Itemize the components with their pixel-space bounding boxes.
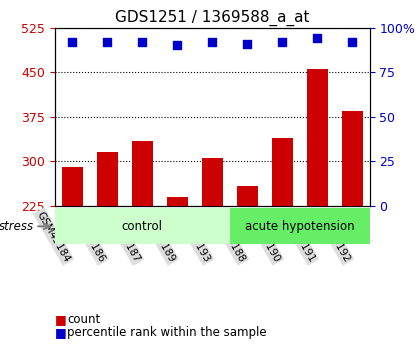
Text: GSM45186: GSM45186	[70, 209, 107, 264]
Text: stress: stress	[0, 220, 34, 233]
Title: GDS1251 / 1369588_a_at: GDS1251 / 1369588_a_at	[115, 10, 310, 26]
Text: GSM45188: GSM45188	[210, 209, 247, 264]
Point	[314, 36, 320, 41]
Bar	[236, 186, 257, 206]
Bar	[230, 208, 370, 244]
Text: count: count	[67, 313, 100, 326]
Text: percentile rank within the sample: percentile rank within the sample	[67, 326, 267, 339]
Bar	[131, 140, 152, 206]
Text: GSM45190: GSM45190	[245, 209, 282, 264]
Bar	[62, 167, 83, 206]
Point	[209, 39, 215, 45]
Point	[69, 39, 76, 45]
Text: control: control	[122, 220, 163, 233]
Bar	[341, 111, 362, 206]
Point	[174, 43, 181, 48]
Text: ■: ■	[55, 313, 66, 326]
Point	[139, 39, 145, 45]
Text: GSM45191: GSM45191	[280, 209, 317, 264]
Text: GSM45193: GSM45193	[175, 209, 212, 264]
Bar	[97, 152, 118, 206]
Text: GSM45189: GSM45189	[140, 209, 177, 264]
Text: acute hypotension: acute hypotension	[245, 220, 354, 233]
Point	[104, 39, 110, 45]
Text: GSM45192: GSM45192	[315, 209, 352, 264]
Text: GSM45187: GSM45187	[105, 209, 142, 264]
Bar	[272, 138, 293, 206]
Bar	[55, 208, 230, 244]
Bar	[167, 197, 188, 206]
Text: GSM45184: GSM45184	[35, 209, 72, 264]
Point	[279, 39, 286, 45]
Text: ■: ■	[55, 326, 66, 339]
Point	[244, 41, 250, 47]
Point	[349, 39, 355, 45]
Bar	[202, 158, 223, 206]
Bar	[307, 69, 328, 206]
